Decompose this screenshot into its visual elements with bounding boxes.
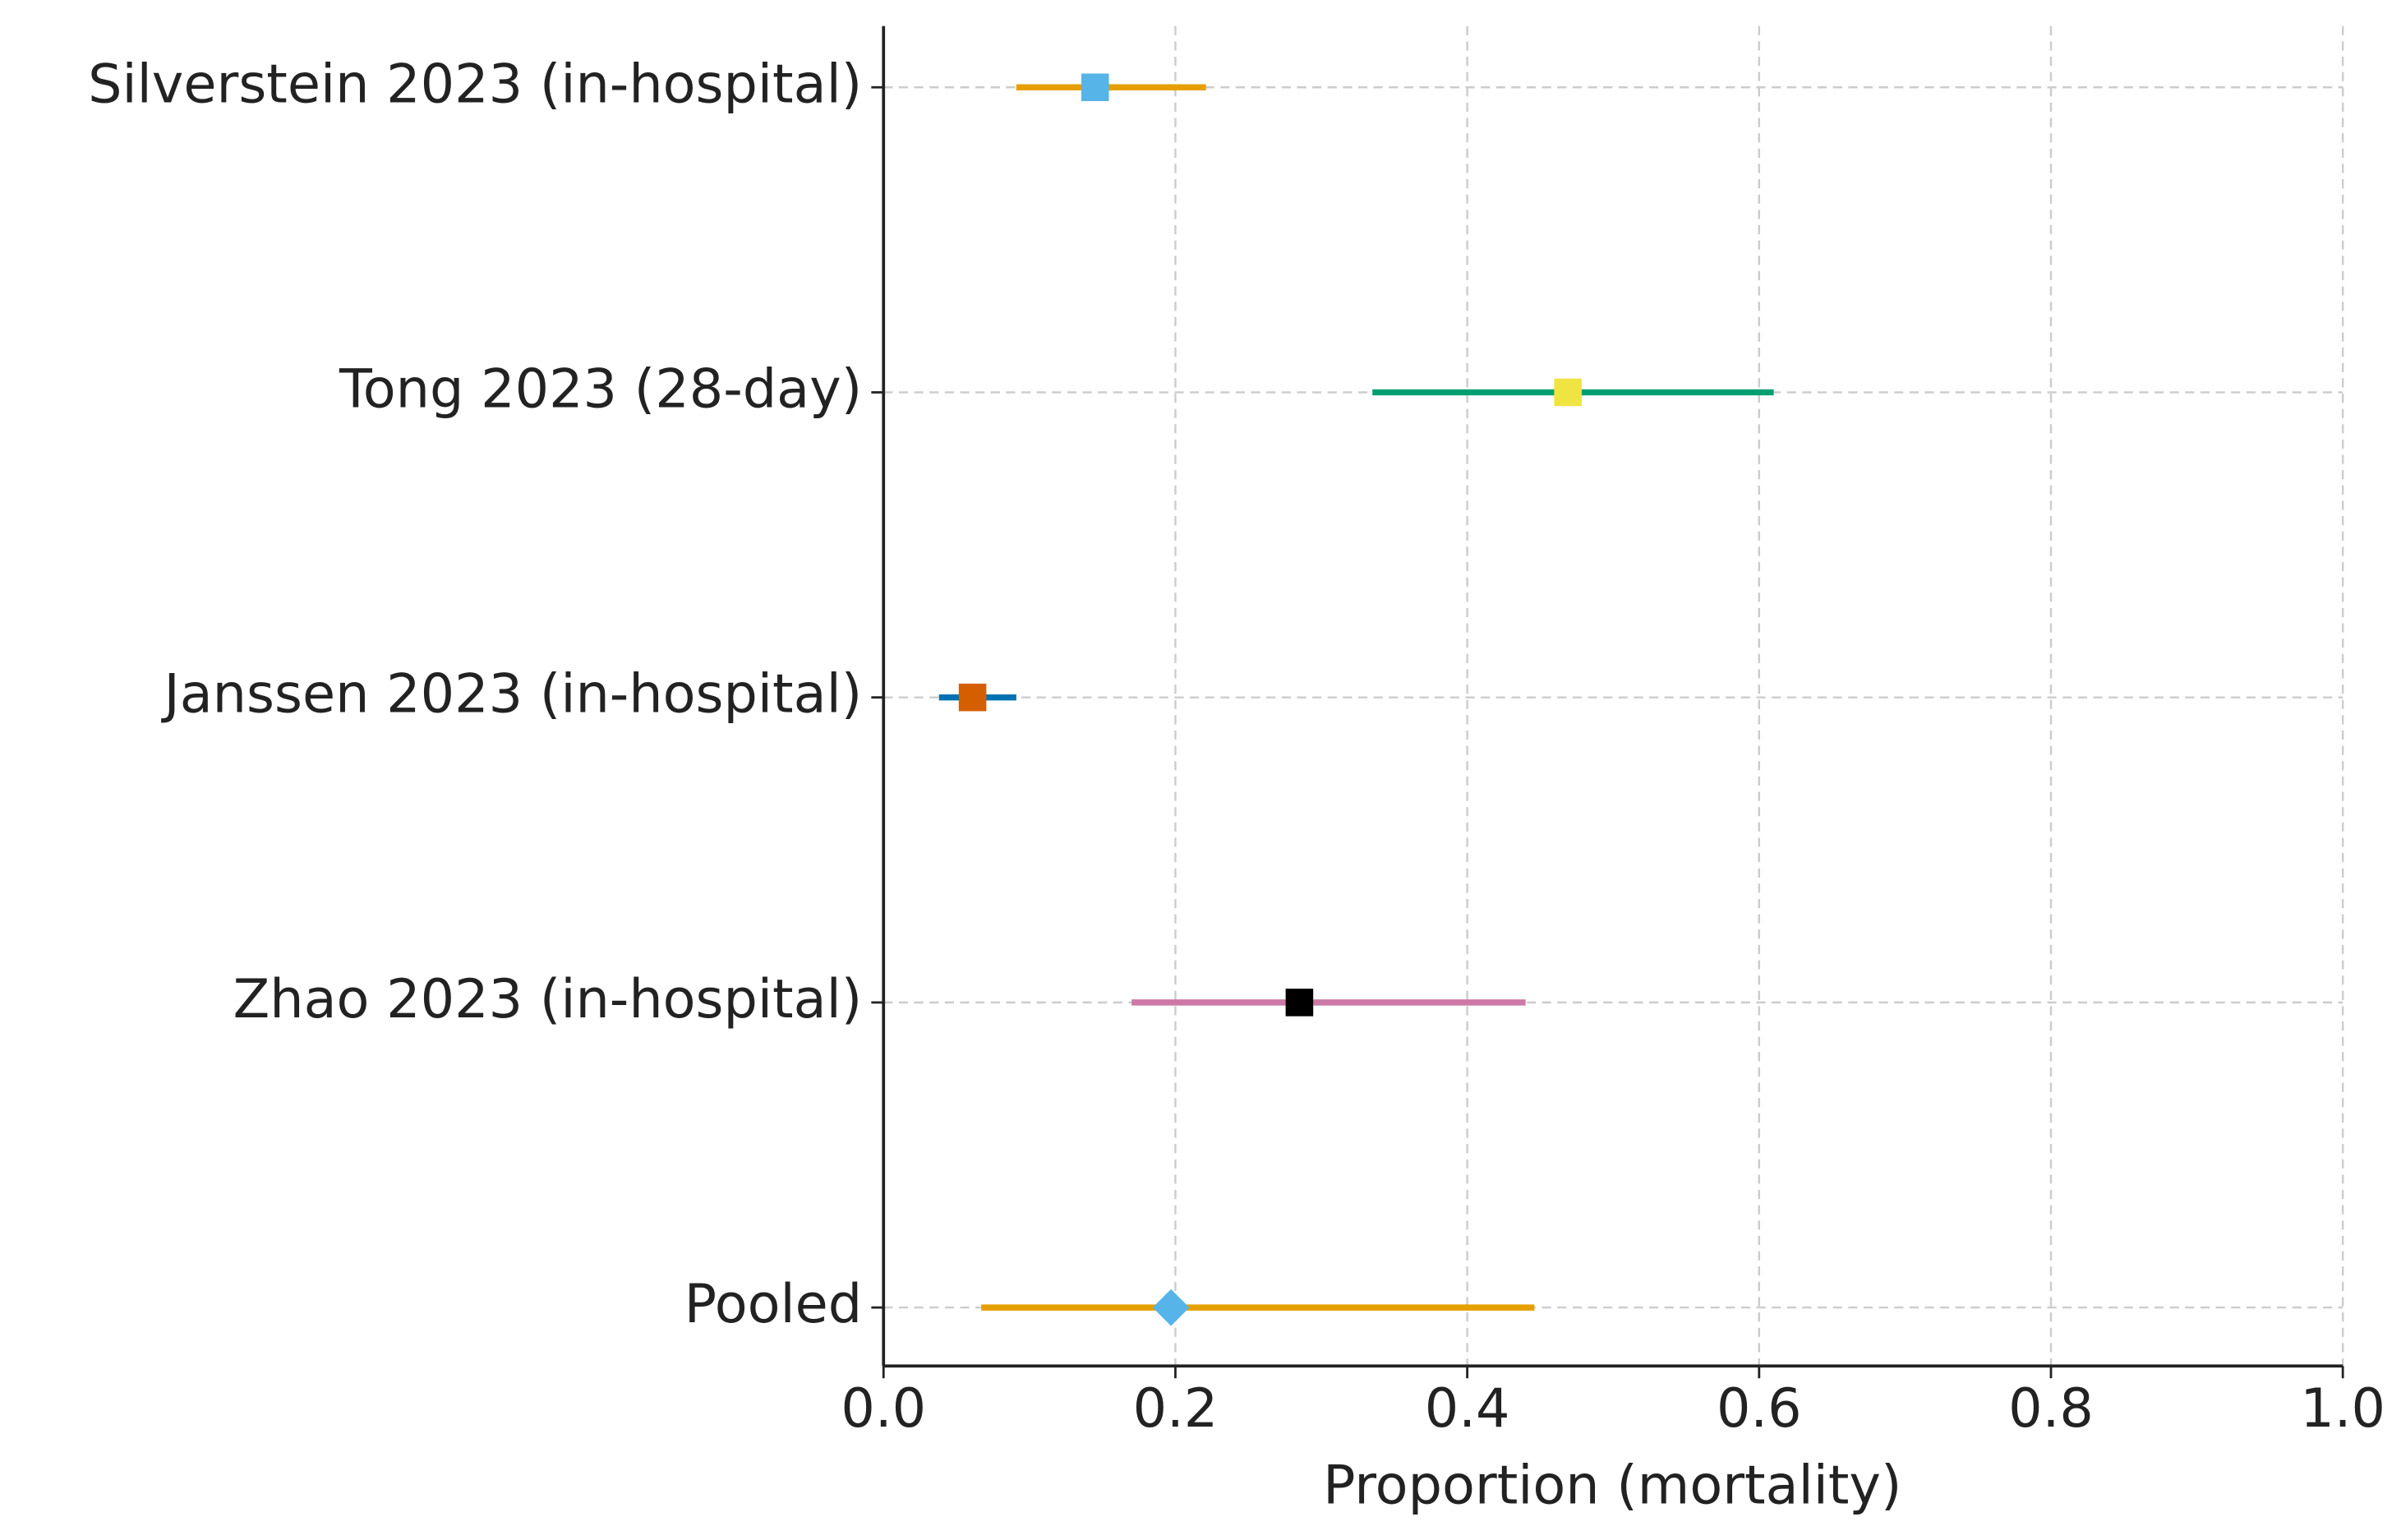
y-tick-label: Janssen 2023 (in-hospital) (160, 663, 862, 726)
x-tick-label: 0.6 (1717, 1377, 1802, 1440)
x-tick-label: 1.0 (2300, 1377, 2385, 1440)
y-tick-label: Pooled (684, 1273, 862, 1335)
x-tick-label: 0.8 (2008, 1377, 2094, 1440)
y-tick-label: Zhao 2023 (in-hospital) (233, 968, 863, 1031)
point-estimate (1554, 378, 1582, 407)
y-tick-label: Silverstein 2023 (in-hospital) (88, 53, 862, 115)
x-axis-label: Proportion (mortality) (1323, 1454, 1901, 1516)
point-estimate (958, 683, 987, 712)
x-tick-label: 0.4 (1425, 1377, 1510, 1440)
y-tick-label: Tong 2023 (28-day) (339, 358, 862, 421)
point-estimate (1285, 989, 1314, 1017)
point-estimate (1152, 1289, 1190, 1326)
x-tick-label: 0.2 (1133, 1377, 1219, 1440)
point-estimate (1081, 73, 1109, 102)
x-tick-label: 0.0 (841, 1377, 926, 1440)
